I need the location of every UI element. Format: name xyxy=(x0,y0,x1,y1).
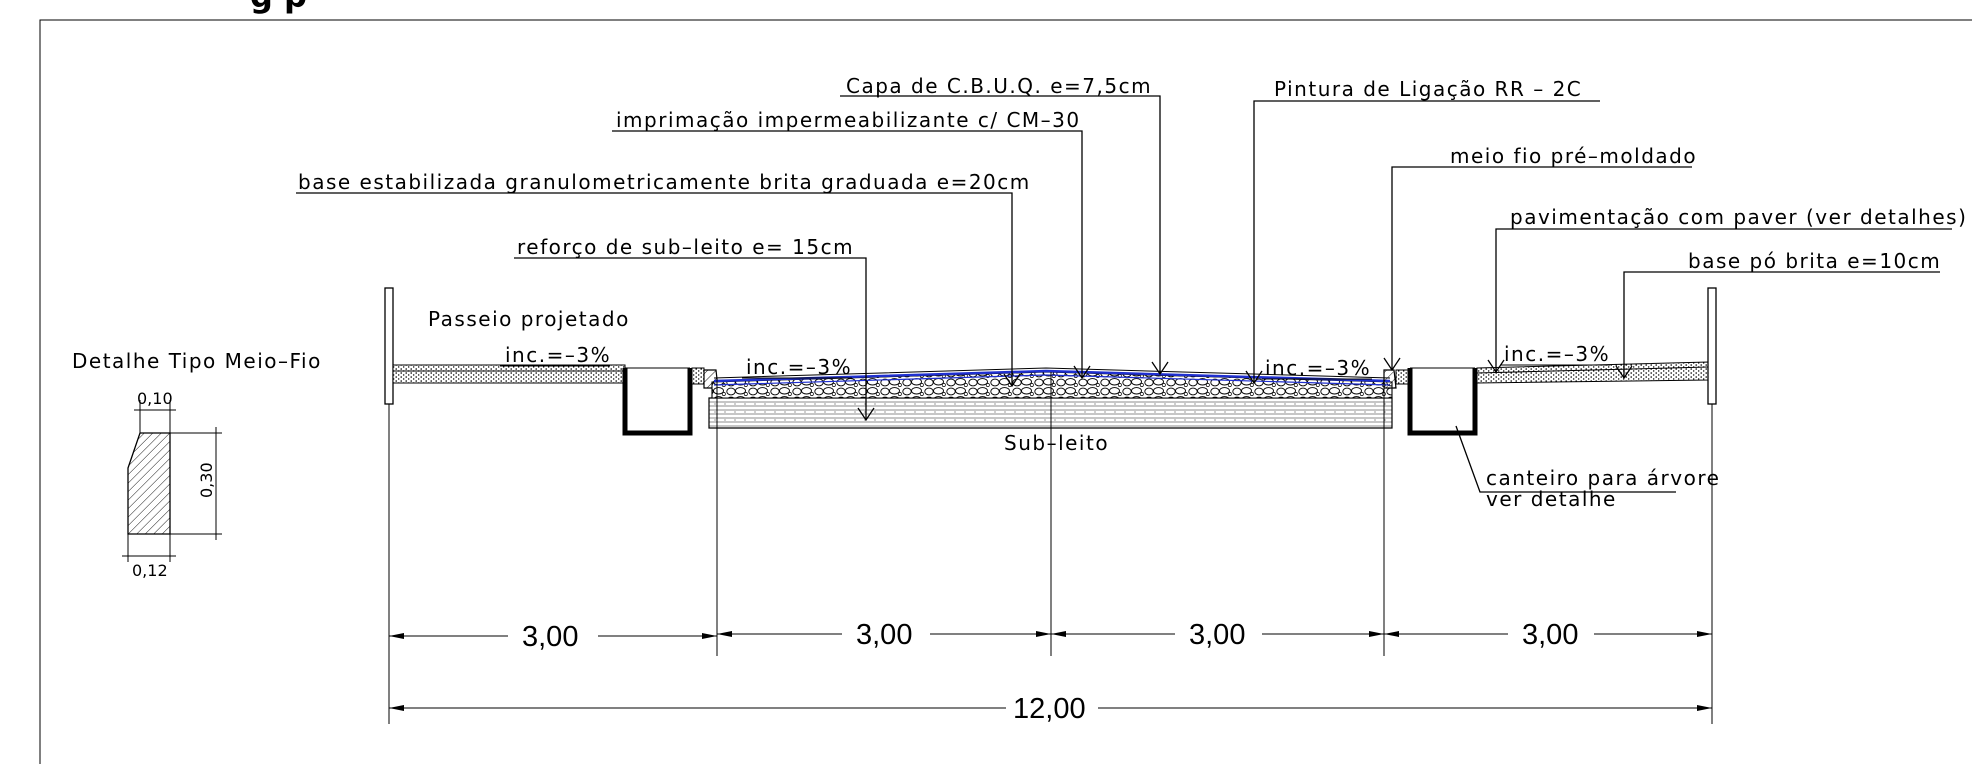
label-passeio: Passeio projetado xyxy=(428,307,630,331)
leader-capa xyxy=(840,95,1161,374)
right-tree-pit xyxy=(1407,368,1478,436)
label-pavimentacao: pavimentação com paver (ver detalhes) xyxy=(1510,205,1967,229)
detail-title: Detalhe Tipo Meio–Fio xyxy=(72,349,322,373)
dim-value-total: 12,00 xyxy=(1013,693,1086,725)
leader-arrow xyxy=(1615,365,1633,380)
leader-arrow xyxy=(1003,373,1021,388)
right-strip-paver xyxy=(1395,369,1409,385)
frame-border xyxy=(39,19,1972,764)
slope-label: inc.=–3% xyxy=(1504,342,1610,366)
label-meio-fio: meio fio pré–moldado xyxy=(1450,144,1697,168)
leader-imprimacao xyxy=(612,130,1083,378)
dim-value-2: 3,00 xyxy=(856,619,912,651)
label-imprimacao: imprimação impermeabilizante c/ CM–30 xyxy=(616,108,1081,132)
leader-canteiro xyxy=(1455,425,1676,493)
page-title: g p xyxy=(250,0,307,15)
leader-arrow xyxy=(1245,370,1263,385)
label-base: base estabilizada granulometricamente br… xyxy=(298,170,1031,194)
dim-arrow xyxy=(1036,631,1051,637)
label-canteiro-2: ver detalhe xyxy=(1486,487,1617,511)
label-base-po: base pó brita e=10cm xyxy=(1688,249,1941,273)
label-canteiro-1: canteiro para árvore xyxy=(1486,466,1720,490)
dim-arrow xyxy=(1369,631,1384,637)
leader-base xyxy=(296,192,1013,386)
dim-arrow xyxy=(389,633,404,639)
right-boundary-post xyxy=(1707,287,1717,405)
dim-arrow xyxy=(1051,631,1066,637)
dim-arrow xyxy=(717,631,732,637)
tack-coat-line xyxy=(713,374,1391,386)
detail-bottom-width: 0,12 xyxy=(132,561,168,580)
right-curb xyxy=(1383,369,1397,389)
dim-arrow xyxy=(1697,705,1712,711)
leader-pavimentacao xyxy=(1495,228,1952,372)
leader-arrow xyxy=(1487,359,1505,374)
detail-height: 0,30 xyxy=(197,462,216,498)
label-capa: Capa de C.B.U.Q. e=7,5cm xyxy=(846,74,1152,98)
leader-arrow xyxy=(857,407,875,422)
slope-label: inc.=–3% xyxy=(1265,356,1371,380)
curb-detail-shape xyxy=(127,432,171,535)
leader-arrow xyxy=(1383,357,1401,372)
paver-joint xyxy=(1476,366,1709,374)
left-sidewalk-paver xyxy=(392,364,626,384)
dim-arrow xyxy=(702,633,717,639)
leader-reforco xyxy=(514,257,867,420)
dim-value-1: 3,00 xyxy=(522,621,578,653)
asphalt-surface-cbuq xyxy=(713,367,1391,379)
leader-arrow xyxy=(1151,361,1169,376)
label-subleito: Sub–leito xyxy=(1004,431,1109,455)
dim-value-3: 3,00 xyxy=(1189,619,1245,651)
leader-pintura xyxy=(1253,100,1600,383)
label-reforco: reforço de sub–leito e= 15cm xyxy=(517,235,854,259)
dim-arrow xyxy=(1697,631,1712,637)
label-pintura: Pintura de Ligação RR – 2C xyxy=(1274,77,1582,101)
dim-arrow xyxy=(1384,631,1399,637)
left-tree-pit xyxy=(622,368,693,436)
dim-arrow xyxy=(389,705,404,711)
slope-label: inc.=–3% xyxy=(505,343,611,367)
slope-label: inc.=–3% xyxy=(746,355,852,379)
detail-top-width: 0,10 xyxy=(137,389,173,408)
leader-meio-fio xyxy=(1391,166,1692,370)
leader-base-po xyxy=(1623,271,1940,378)
left-boundary-post xyxy=(384,287,394,405)
leader-arrow xyxy=(1073,365,1091,380)
dim-value-4: 3,00 xyxy=(1522,619,1578,651)
left-strip-paver xyxy=(691,367,705,385)
